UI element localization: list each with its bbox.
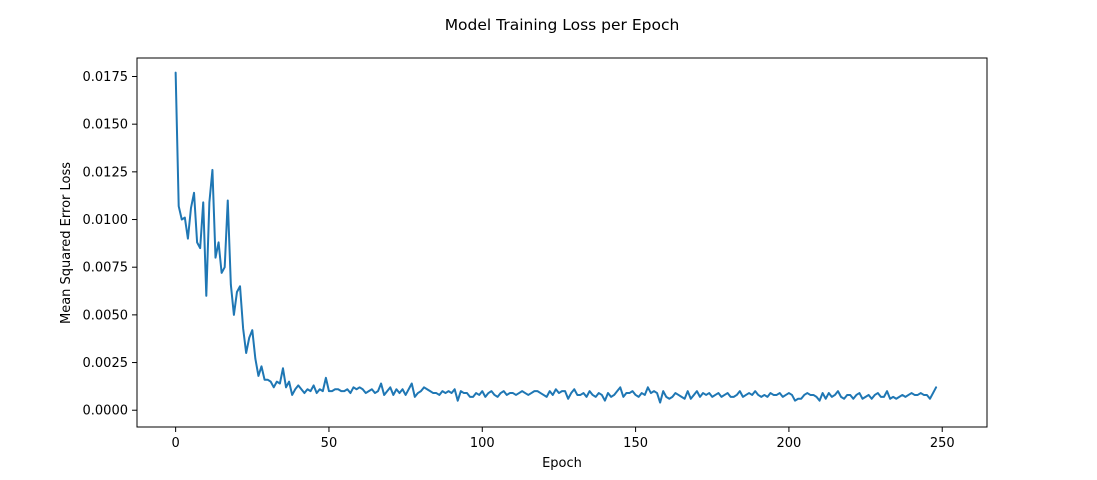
y-tick-label: 0.0125 bbox=[83, 165, 129, 180]
x-tick-label: 0 bbox=[171, 436, 179, 451]
chart-title: Model Training Loss per Epoch bbox=[445, 16, 680, 34]
x-tick-label: 200 bbox=[776, 436, 801, 451]
x-tick-label: 150 bbox=[623, 436, 648, 451]
x-tick-label: 250 bbox=[930, 436, 955, 451]
plot-area bbox=[136, 57, 988, 428]
y-tick-label: 0.0075 bbox=[83, 261, 129, 276]
y-tick-label: 0.0025 bbox=[83, 356, 129, 371]
series-line-0 bbox=[174, 71, 938, 404]
x-tick-label: 50 bbox=[321, 436, 338, 451]
plot-frame bbox=[136, 57, 988, 428]
x-axis: 0 50 100 150 200 250 bbox=[171, 427, 955, 451]
x-axis-label: Epoch bbox=[542, 456, 582, 471]
y-axis-label: Mean Squared Error Loss bbox=[59, 162, 74, 324]
y-tick-label: 0.0000 bbox=[83, 404, 129, 419]
y-tick-label: 0.0050 bbox=[83, 308, 129, 323]
y-tick-label: 0.0100 bbox=[83, 213, 129, 228]
y-tick-label: 0.0175 bbox=[83, 70, 129, 85]
y-axis: 0.0000 0.0025 0.0050 0.0075 0.0100 0.0125 0.01… bbox=[83, 70, 137, 419]
y-tick-label: 0.0150 bbox=[83, 118, 129, 133]
x-tick-label: 100 bbox=[470, 436, 495, 451]
